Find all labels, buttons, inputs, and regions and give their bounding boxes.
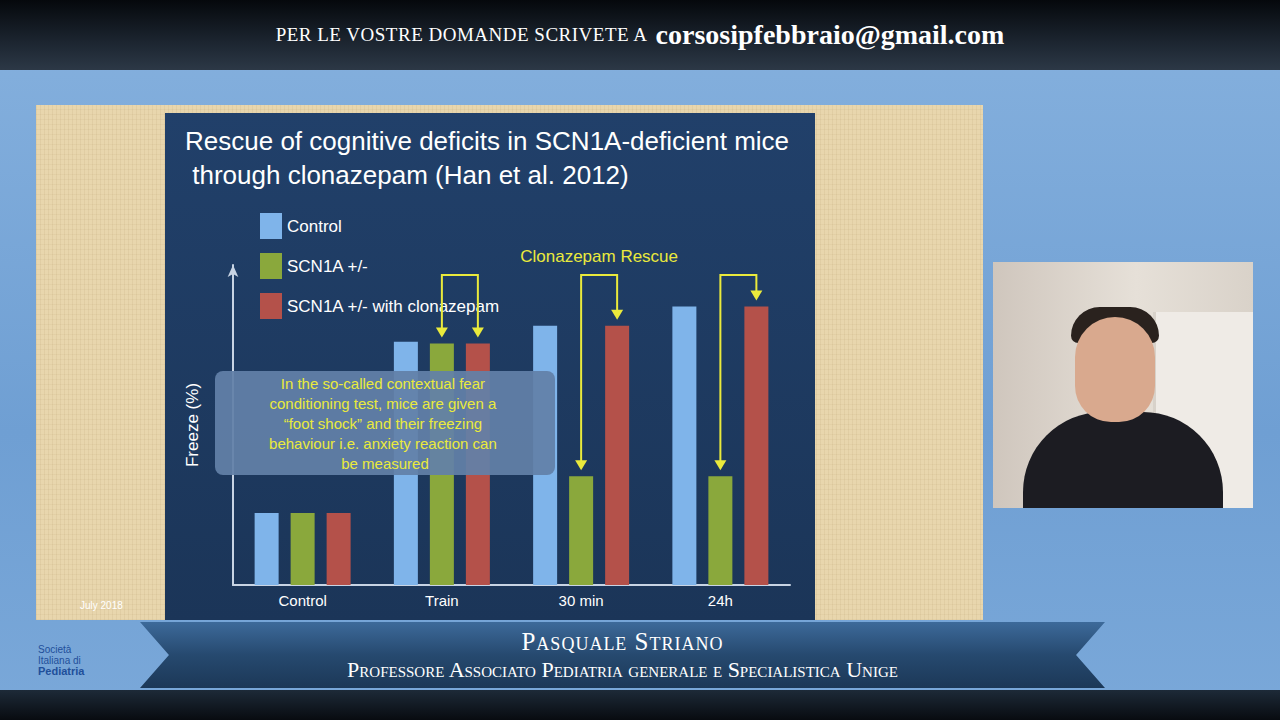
html-text:PER LE VOSTRE DOMANDE SCRIVETE: PER LE VOSTRE DOMANDE SCRIVETE A corsosi…	[275, 19, 1005, 50]
svg-text:be measured: be measured	[341, 455, 429, 472]
html-text:Società: Società	[38, 644, 72, 655]
svg-text:Control: Control	[278, 592, 326, 609]
svg-text:In the so-called contextual fe: In the so-called contextual fear	[281, 375, 489, 392]
html-text:July 2018: July 2018	[80, 600, 123, 611]
svg-text:SCN1A +/-: SCN1A +/-	[287, 257, 368, 276]
svg-text:conditioning test, mice are gi: conditioning test, mice are given a	[270, 395, 501, 412]
svg-text:Clonazepam Rescue: Clonazepam Rescue	[520, 247, 678, 266]
svg-text:Freeze (%): Freeze (%)	[183, 383, 202, 467]
svg-text:Rescue of cognitive deficits i: Rescue of cognitive deficits in SCN1A-de…	[185, 126, 789, 156]
html-text:Pasquale Striano: Pasquale Striano	[521, 628, 724, 655]
svg-text:Train: Train	[425, 592, 459, 609]
svg-text:through clonazepam (Han et al.: through clonazepam (Han et al. 2012)	[185, 160, 629, 190]
svg-text:24h: 24h	[708, 592, 733, 609]
svg-text:Control: Control	[287, 217, 342, 236]
svg-text:behaviour i.e. anxiety reactio: behaviour i.e. anxiety reaction can	[269, 435, 501, 452]
svg-text:SCN1A +/- with clonazepam: SCN1A +/- with clonazepam	[287, 297, 499, 316]
svg-text:30 min: 30 min	[559, 592, 604, 609]
svg-text:“foot shock” and their freezin: “foot shock” and their freezing	[284, 415, 487, 432]
html-text:Italiana di: Italiana di	[38, 655, 81, 666]
html-text:Pediatria: Pediatria	[38, 665, 85, 677]
html-text:Professore Associato Pediatria: Professore Associato Pediatria generale …	[347, 657, 898, 682]
